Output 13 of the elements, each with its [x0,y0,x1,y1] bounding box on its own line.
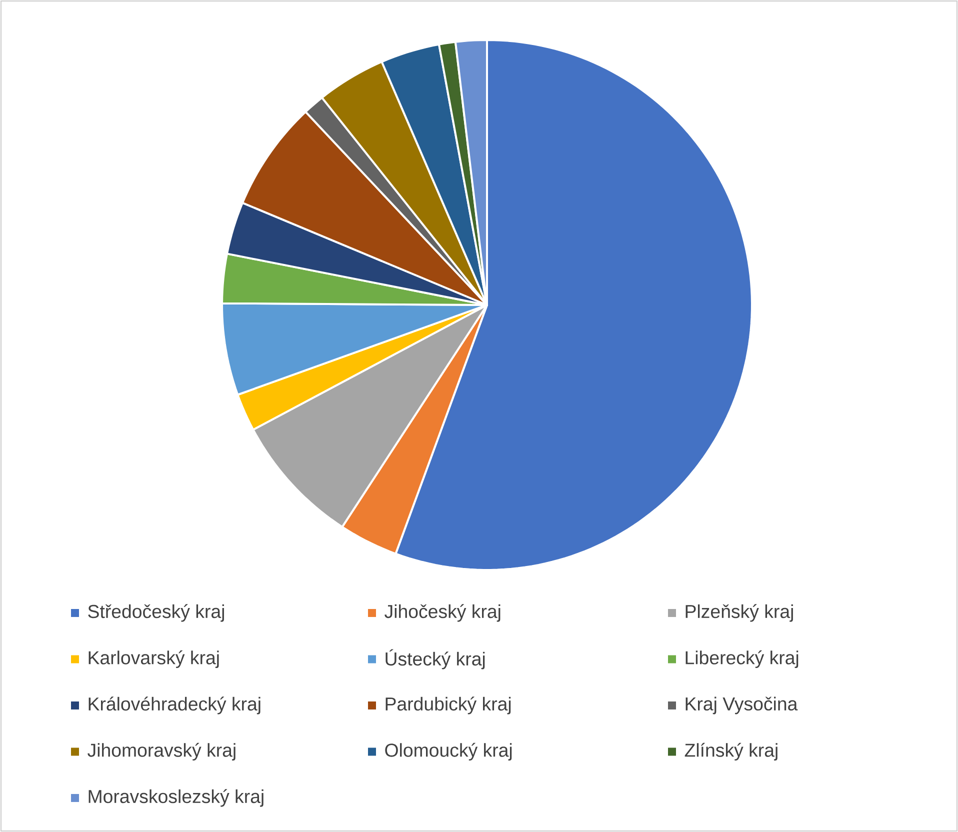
legend-label: Pardubický kraj [386,696,511,714]
legend-label: Olomoucký kraj [385,742,512,761]
legend-label: Plzeňský kraj [686,604,793,622]
legend-label: Jihomoravský kraj [88,742,236,761]
legend-label: Královéhradecký kraj [88,696,260,714]
legend-label: Kraj Vysočina [686,696,798,714]
legend-label: Moravskoslezský kraj [88,789,264,807]
legend-label: Karlovarský kraj [88,650,219,668]
legend-label: Středočeský kraj [88,604,224,622]
legend-label: Liberecký kraj [686,650,798,668]
legend-label: Zlínský kraj [684,742,778,761]
legend-label: Ústecký kraj [386,649,485,670]
legend-label: Jihočeský kraj [384,604,500,622]
